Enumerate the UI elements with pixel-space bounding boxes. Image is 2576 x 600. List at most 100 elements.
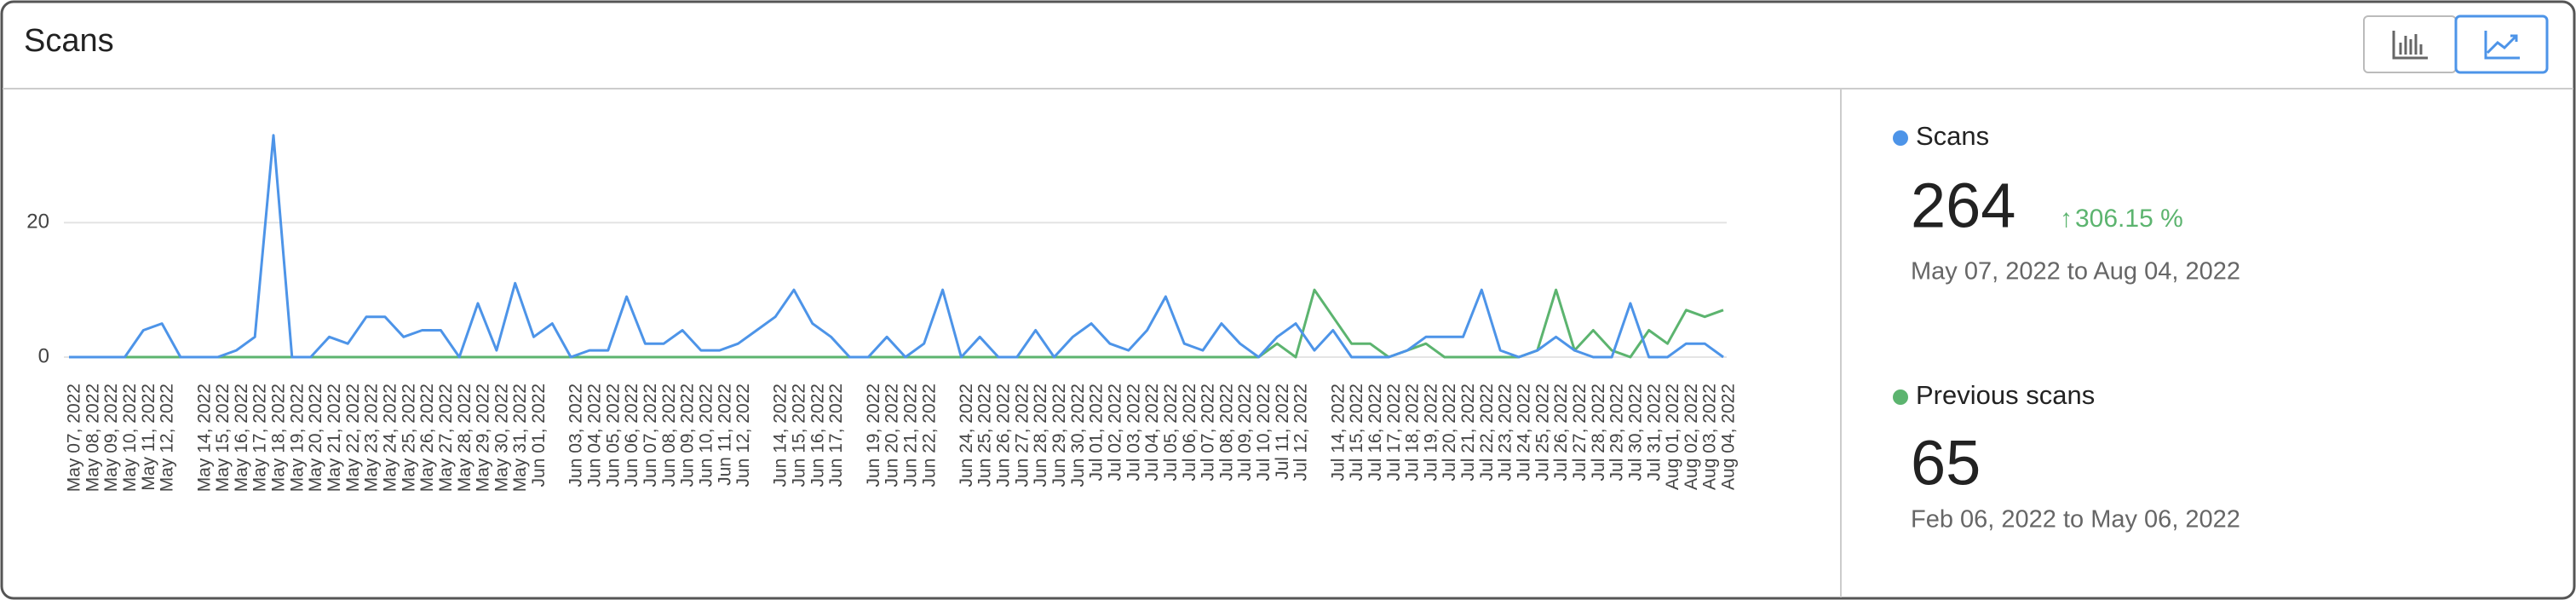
x-tick-label: Jul 09, 2022 xyxy=(1235,384,1255,481)
x-tick-label: May 07, 2022 xyxy=(65,384,84,492)
x-tick-label: Jul 18, 2022 xyxy=(1403,384,1423,481)
x-tick-label: Jun 08, 2022 xyxy=(659,384,679,487)
legend-label: Previous scans xyxy=(1916,380,2095,410)
x-tick-label: May 31, 2022 xyxy=(510,384,530,492)
x-tick-label: Aug 02, 2022 xyxy=(1682,384,1701,490)
x-tick-label: Jul 05, 2022 xyxy=(1161,384,1181,481)
change: 306.15 % xyxy=(2075,205,2183,233)
x-tick-label: Jun 05, 2022 xyxy=(603,384,623,487)
line-icon xyxy=(2484,31,2520,60)
x-tick-label: May 14, 2022 xyxy=(194,384,214,492)
x-tick-label: Jul 04, 2022 xyxy=(1142,384,1162,481)
x-tick-label: Jun 14, 2022 xyxy=(771,384,791,487)
x-tick-label: May 27, 2022 xyxy=(436,384,456,492)
x-tick-label: Jul 02, 2022 xyxy=(1105,384,1124,481)
date-range: May 07, 2022 to Aug 04, 2022 xyxy=(1911,258,2240,286)
bar-view-button[interactable] xyxy=(2363,15,2457,73)
x-tick-label: Jul 29, 2022 xyxy=(1607,384,1627,481)
x-tick-label: Aug 04, 2022 xyxy=(1719,384,1739,490)
x-tick-label: Jul 16, 2022 xyxy=(1366,384,1385,481)
x-tick-label: Jul 25, 2022 xyxy=(1532,384,1552,481)
x-tick-label: May 19, 2022 xyxy=(287,384,307,492)
x-tick-label: May 17, 2022 xyxy=(250,384,270,492)
x-tick-label: May 09, 2022 xyxy=(101,384,121,492)
x-tick-label: May 10, 2022 xyxy=(120,384,140,492)
x-tick-label: Jul 30, 2022 xyxy=(1625,384,1645,481)
x-tick-label: Jun 09, 2022 xyxy=(678,384,698,487)
x-tick-label: May 22, 2022 xyxy=(343,384,363,492)
x-tick-label: Aug 03, 2022 xyxy=(1700,384,1720,490)
x-tick-label: Jul 28, 2022 xyxy=(1589,384,1608,481)
x-tick-label: Jul 26, 2022 xyxy=(1551,384,1571,481)
total: 264 xyxy=(1911,170,2015,241)
x-tick-label: Jun 28, 2022 xyxy=(1031,384,1050,487)
date-range: Feb 06, 2022 to May 06, 2022 xyxy=(1911,506,2240,534)
x-tick-label: Jun 25, 2022 xyxy=(975,384,995,487)
x-tick-label: Jun 24, 2022 xyxy=(957,384,976,487)
x-tick-label: May 15, 2022 xyxy=(213,384,233,492)
x-tick-label: Jul 21, 2022 xyxy=(1458,384,1478,481)
x-tick-label: Jul 17, 2022 xyxy=(1384,384,1404,481)
x-tick-label: Jun 15, 2022 xyxy=(790,384,809,487)
x-tick-label: Jun 20, 2022 xyxy=(883,384,902,487)
x-tick-label: Jun 11, 2022 xyxy=(715,384,734,486)
bar-icon xyxy=(2392,31,2428,60)
x-tick-label: Jun 16, 2022 xyxy=(808,384,827,487)
x-tick-label: Jul 03, 2022 xyxy=(1124,384,1143,481)
x-tick-label: May 20, 2022 xyxy=(306,384,325,492)
x-tick-label: Jul 22, 2022 xyxy=(1477,384,1497,481)
legend-dot xyxy=(1893,389,1908,405)
legend-dot xyxy=(1893,130,1908,146)
x-tick-label: Jul 27, 2022 xyxy=(1570,384,1590,481)
x-tick-label: Jul 20, 2022 xyxy=(1440,384,1459,481)
x-tick-label: Jun 27, 2022 xyxy=(1012,384,1032,487)
x-tick-label: Jun 29, 2022 xyxy=(1049,384,1069,487)
x-tick-label: Jul 24, 2022 xyxy=(1515,384,1534,481)
x-tick-label: Jul 07, 2022 xyxy=(1199,384,1218,481)
x-tick-label: Jun 26, 2022 xyxy=(994,384,1014,487)
change-arrow: ↑ xyxy=(2060,205,2073,233)
x-tick-label: May 08, 2022 xyxy=(83,384,102,492)
x-tick-label: Jul 23, 2022 xyxy=(1496,384,1515,481)
x-tick-label: May 16, 2022 xyxy=(232,384,251,492)
x-tick-label: May 28, 2022 xyxy=(455,384,474,492)
x-tick-label: Jun 22, 2022 xyxy=(919,384,939,487)
x-tick-label: Jul 06, 2022 xyxy=(1180,384,1199,481)
x-tick-label: Jul 19, 2022 xyxy=(1421,384,1440,481)
x-tick-label: Jul 10, 2022 xyxy=(1254,384,1274,481)
legend-label: Scans xyxy=(1916,121,1989,151)
x-tick-label: Jun 12, 2022 xyxy=(733,384,753,487)
series-line xyxy=(69,288,1724,359)
x-tick-label: May 12, 2022 xyxy=(158,384,177,492)
x-tick-label: Jun 04, 2022 xyxy=(585,384,605,487)
x-tick-label: May 29, 2022 xyxy=(474,384,493,492)
x-tick-label: Jun 07, 2022 xyxy=(641,384,660,487)
x-tick-label: Jun 30, 2022 xyxy=(1068,384,1088,487)
x-tick-label: Jul 12, 2022 xyxy=(1291,384,1311,481)
x-tick-label: Jun 19, 2022 xyxy=(864,384,883,487)
x-tick-label: May 24, 2022 xyxy=(380,384,400,492)
x-tick-label: Jun 21, 2022 xyxy=(900,384,920,487)
x-tick-label: Aug 01, 2022 xyxy=(1663,384,1682,490)
x-tick-label: Jul 14, 2022 xyxy=(1328,384,1348,481)
card-title: Scans xyxy=(24,23,114,59)
x-tick-label: May 18, 2022 xyxy=(269,384,289,492)
y-tick-label: 20 xyxy=(26,211,49,234)
x-tick-label: May 11, 2022 xyxy=(139,384,158,491)
line-view-button[interactable] xyxy=(2454,14,2549,74)
x-tick-label: May 25, 2022 xyxy=(399,384,418,492)
x-tick-label: May 26, 2022 xyxy=(417,384,437,492)
x-tick-label: May 23, 2022 xyxy=(362,384,382,492)
x-tick-label: Jul 11, 2022 xyxy=(1273,384,1292,480)
x-tick-label: Jun 10, 2022 xyxy=(696,384,716,487)
x-tick-label: Jun 03, 2022 xyxy=(566,384,586,487)
x-tick-label: May 30, 2022 xyxy=(492,384,511,492)
y-tick-label: 0 xyxy=(38,344,49,367)
total: 65 xyxy=(1911,428,1981,499)
x-tick-label: May 21, 2022 xyxy=(325,384,344,492)
x-tick-label: Jun 01, 2022 xyxy=(529,384,549,487)
x-tick-label: Jun 06, 2022 xyxy=(622,384,641,487)
